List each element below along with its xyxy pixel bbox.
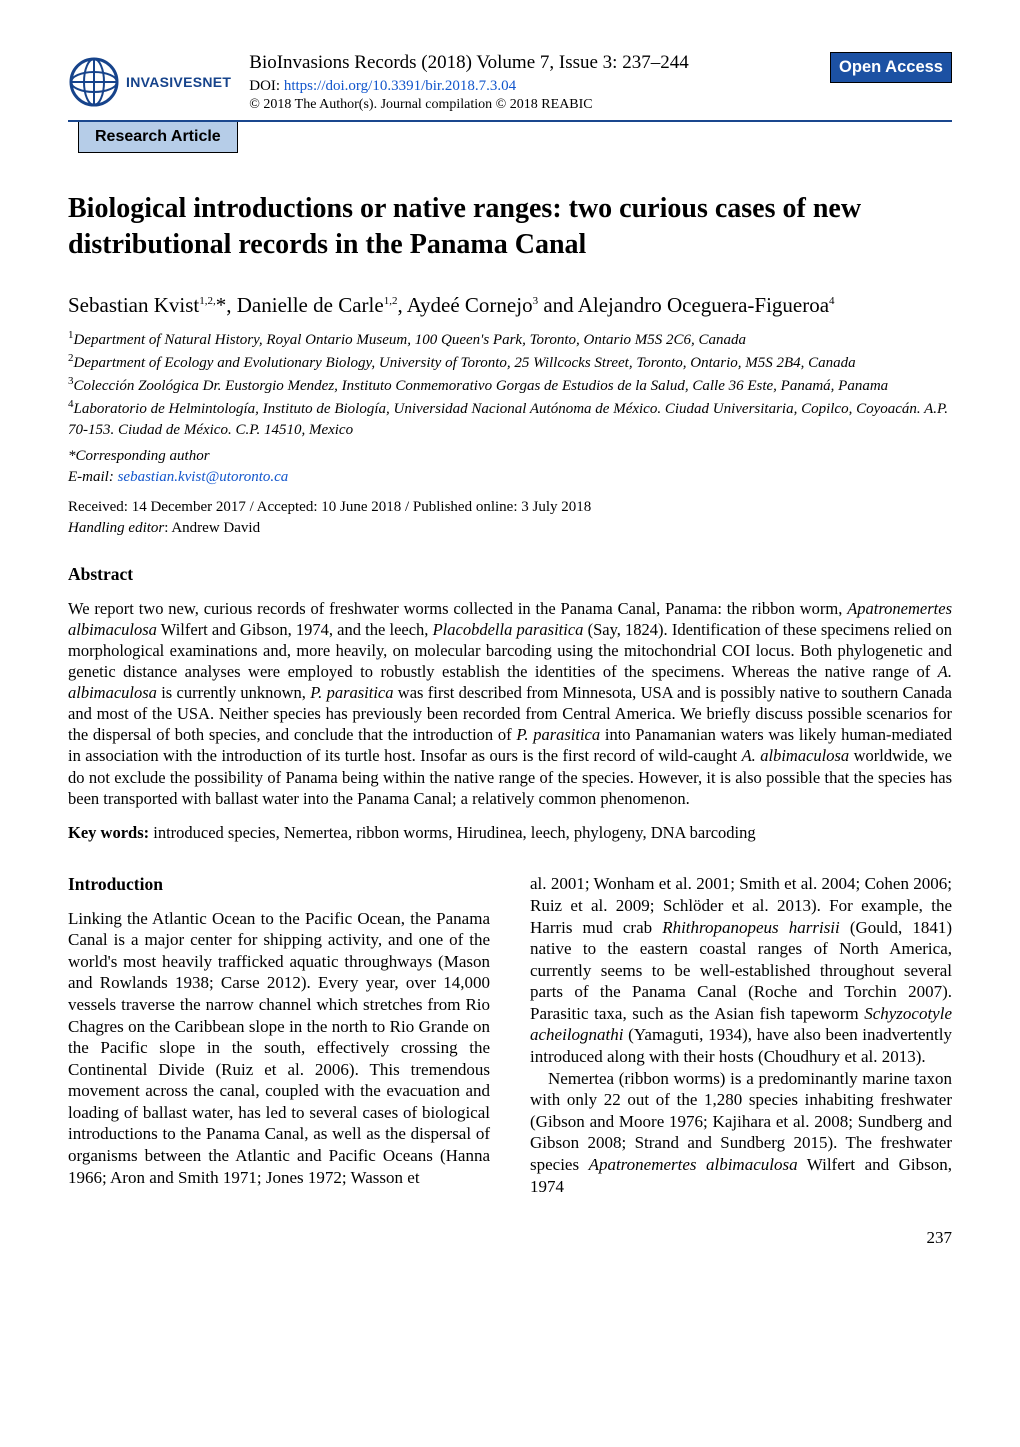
copyright: © 2018 The Author(s). Journal compilatio…: [249, 96, 812, 115]
doi-link[interactable]: https://doi.org/10.3391/bir.2018.7.3.04: [284, 78, 516, 94]
article-title: Biological introductions or native range…: [68, 191, 952, 264]
keywords-text: introduced species, Nemertea, ribbon wor…: [149, 823, 756, 842]
publisher-name: INVASIVESNET: [126, 74, 231, 92]
author-list: Sebastian Kvist1,2,*, Danielle de Carle1…: [68, 292, 952, 318]
keywords-label: Key words:: [68, 823, 149, 842]
publication-dates: Received: 14 December 2017 / Accepted: 1…: [68, 498, 952, 517]
affiliation-3: 3Colección Zoológica Dr. Eustorgio Mende…: [68, 374, 952, 397]
left-column: Introduction Linking the Atlantic Ocean …: [68, 873, 490, 1197]
email-line: E-mail: sebastian.kvist@utoronto.ca: [68, 468, 952, 487]
intro-para-2: Nemertea (ribbon worms) is a predominant…: [530, 1068, 952, 1197]
article-type-pill: Research Article: [78, 122, 238, 153]
journal-citation: BioInvasions Records (2018) Volume 7, Is…: [249, 50, 812, 76]
corresponding-author: **Corresponding authorCorresponding auth…: [68, 447, 952, 466]
doi-line: DOI: https://doi.org/10.3391/bir.2018.7.…: [249, 76, 812, 96]
affiliation-1: 1Department of Natural History, Royal On…: [68, 328, 952, 351]
editor-label: Handling editor: [68, 520, 164, 536]
affiliations: 1Department of Natural History, Royal On…: [68, 328, 952, 441]
affiliation-2: 2Department of Ecology and Evolutionary …: [68, 351, 952, 374]
email-link[interactable]: sebastian.kvist@utoronto.ca: [118, 469, 289, 485]
journal-info: BioInvasions Records (2018) Volume 7, Is…: [249, 50, 812, 115]
email-label: E-mail:: [68, 469, 118, 485]
intro-para-1-left: Linking the Atlantic Ocean to the Pacifi…: [68, 908, 490, 1189]
journal-header: INVASIVESNET BioInvasions Records (2018)…: [68, 50, 952, 115]
intro-para-1-right: al. 2001; Wonham et al. 2001; Smith et a…: [530, 873, 952, 1067]
doi-label: DOI:: [249, 78, 284, 94]
abstract-heading: Abstract: [68, 564, 952, 586]
handling-editor: Handling editor: Andrew David: [68, 519, 952, 538]
body-columns: Introduction Linking the Atlantic Ocean …: [68, 873, 952, 1197]
page-number: 237: [68, 1227, 952, 1248]
open-access-badge: Open Access: [830, 52, 952, 83]
publisher-logo: INVASIVESNET: [68, 56, 231, 108]
affiliation-4: 4Laboratorio de Helmintología, Instituto…: [68, 397, 952, 441]
keywords-line: Key words: introduced species, Nemertea,…: [68, 823, 952, 844]
introduction-heading: Introduction: [68, 873, 490, 895]
abstract-text: We report two new, curious records of fr…: [68, 598, 952, 809]
editor-name: : Andrew David: [164, 520, 260, 536]
globe-icon: [68, 56, 120, 108]
right-column: al. 2001; Wonham et al. 2001; Smith et a…: [530, 873, 952, 1197]
